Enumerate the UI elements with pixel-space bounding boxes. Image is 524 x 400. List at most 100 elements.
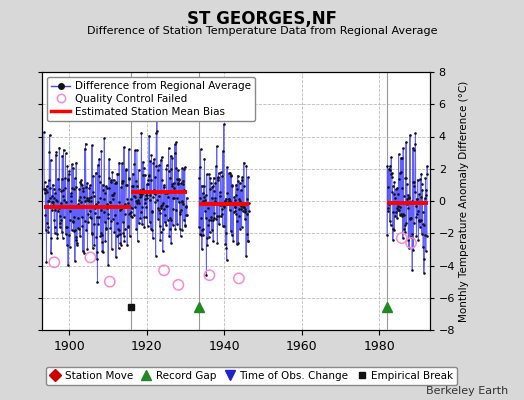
Point [48,198,57,205]
Point [123,242,132,248]
Point [71,227,80,234]
Point [417,217,425,223]
Point [153,197,161,204]
Point [219,223,227,229]
Point [390,179,399,185]
Point [100,209,108,216]
Point [66,208,74,214]
Point [241,216,249,222]
Point [203,200,212,206]
Point [44,224,52,231]
Point [222,244,231,251]
Point [161,219,169,226]
Point [149,194,157,200]
Point [103,184,111,191]
Point [234,178,243,184]
Point [53,235,62,241]
Point [228,232,236,238]
Point [134,167,143,173]
Point [56,224,64,230]
Point [207,216,215,223]
Point [416,176,424,182]
Point [413,211,422,217]
Point [236,198,245,204]
Point [162,162,171,168]
Point [70,228,78,235]
Point [98,248,106,255]
Point [162,222,170,228]
Point [141,192,150,198]
Point [195,175,203,181]
Point [171,165,180,172]
Point [407,240,415,246]
Point [170,194,178,201]
Point [83,197,91,203]
Point [112,254,120,260]
Point [182,203,191,210]
Point [231,204,239,210]
Point [420,195,429,202]
Point [418,187,427,193]
Point [88,142,96,149]
Point [132,177,140,184]
Point [217,212,225,219]
Point [219,202,227,208]
Point [60,185,69,191]
Point [79,185,88,191]
Point [182,194,191,201]
Point [118,178,127,184]
Point [227,172,235,179]
Point [422,186,430,193]
Point [167,216,175,223]
Point [223,257,231,263]
Point [181,212,190,218]
Point [72,159,80,166]
Point [75,196,83,203]
Point [94,221,103,227]
Point [137,130,146,136]
Point [239,204,247,210]
Point [398,235,406,241]
Point [166,174,174,181]
Point [133,200,141,207]
Point [150,186,159,193]
Point [164,193,172,200]
Point [127,212,136,219]
Point [160,184,169,190]
Point [175,177,183,183]
Point [203,242,212,248]
Point [57,216,65,223]
Point [60,214,68,220]
Point [73,242,81,248]
Point [121,226,129,232]
Point [64,262,72,268]
Point [56,213,64,219]
Point [384,184,392,190]
Point [111,212,119,218]
Point [204,205,212,211]
Point [177,198,185,204]
Point [182,204,190,210]
Point [74,200,83,207]
Point [107,179,115,185]
Point [208,184,216,190]
Point [411,141,419,147]
Point [405,194,413,200]
Point [159,182,168,188]
Point [233,186,242,192]
Point [170,150,179,156]
Point [387,154,396,160]
Point [122,166,130,172]
Point [73,240,81,246]
Point [217,206,226,212]
Point [106,199,114,205]
Point [124,223,133,230]
Point [407,215,415,221]
Point [235,213,244,219]
Point [421,232,429,238]
Point [153,95,161,102]
Point [201,200,210,206]
Point [99,187,107,193]
Point [96,207,105,213]
Point [409,247,418,253]
